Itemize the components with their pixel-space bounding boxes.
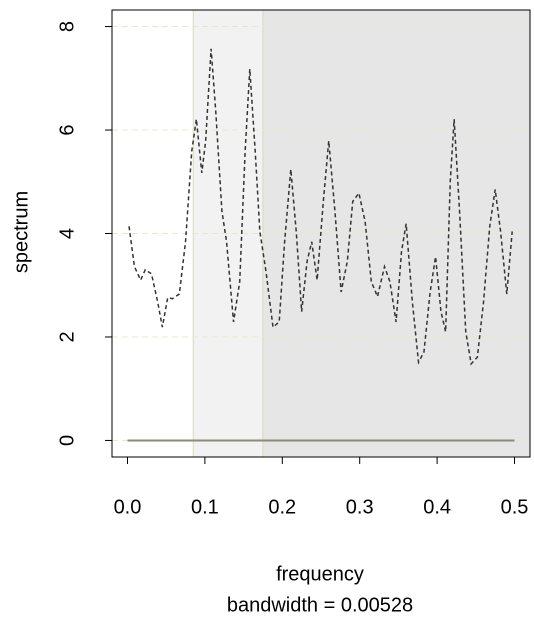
y-tick-label: 4 [56,228,78,239]
x-tick-label: 0.3 [346,496,374,518]
plot-frame [111,9,531,458]
x-axis-sublabel: bandwidth = 0.00528 [227,594,413,616]
y-tick-label: 0 [56,435,78,446]
x-tick-label: 0.1 [191,496,219,518]
y-tick-label: 8 [56,21,78,32]
x-tick-label: 0.2 [268,496,296,518]
y-tick-label: 2 [56,331,78,342]
x-tick-label: 0.5 [501,496,529,518]
y-axis-label: spectrum [10,191,32,273]
y-tick-label: 6 [56,124,78,135]
spectrum-line [128,48,513,366]
x-tick-label: 0.4 [423,496,451,518]
x-tick-label: 0.0 [114,496,142,518]
x-axis-label: frequency [276,563,364,585]
